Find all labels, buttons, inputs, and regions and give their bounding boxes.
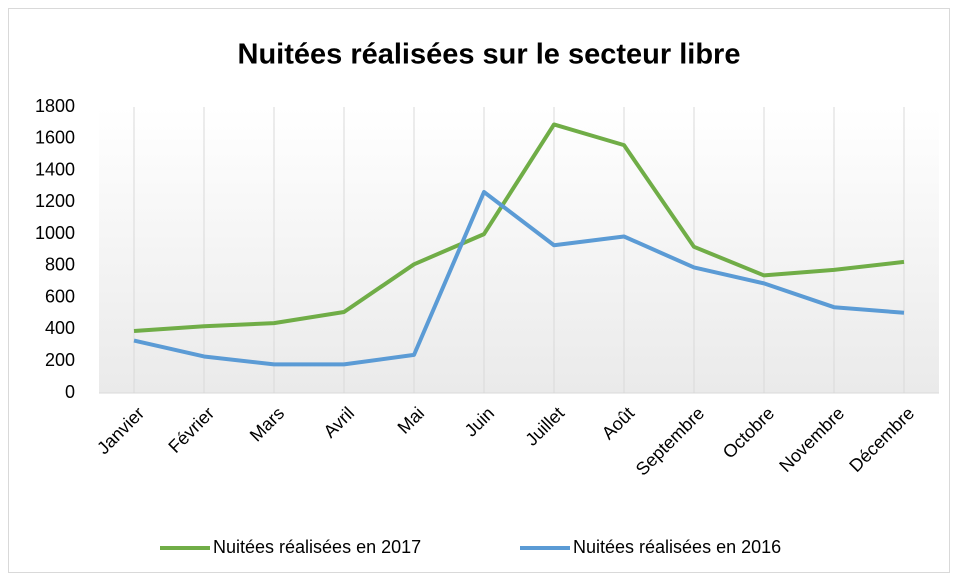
plot-area <box>99 107 939 393</box>
series-line <box>133 190 905 367</box>
y-tick-label: 1000 <box>35 223 75 243</box>
y-tick-label: 200 <box>45 350 75 370</box>
y-tick-label: 1800 <box>35 96 75 116</box>
chart-title: Nuitées réalisées sur le secteur libre <box>238 39 741 71</box>
y-tick-label: 800 <box>45 255 75 275</box>
y-tick-label: 600 <box>45 286 75 306</box>
y-tick-label: 1600 <box>35 128 75 148</box>
y-tick-label: 0 <box>65 382 75 402</box>
legend-label: Nuitées réalisées en 2017 <box>213 537 421 557</box>
legend-label: Nuitées réalisées en 2016 <box>573 537 781 557</box>
y-tick-label: 400 <box>45 318 75 338</box>
y-tick-label: 1400 <box>35 159 75 179</box>
y-tick-label: 1200 <box>35 191 75 211</box>
series-line <box>133 122 905 334</box>
